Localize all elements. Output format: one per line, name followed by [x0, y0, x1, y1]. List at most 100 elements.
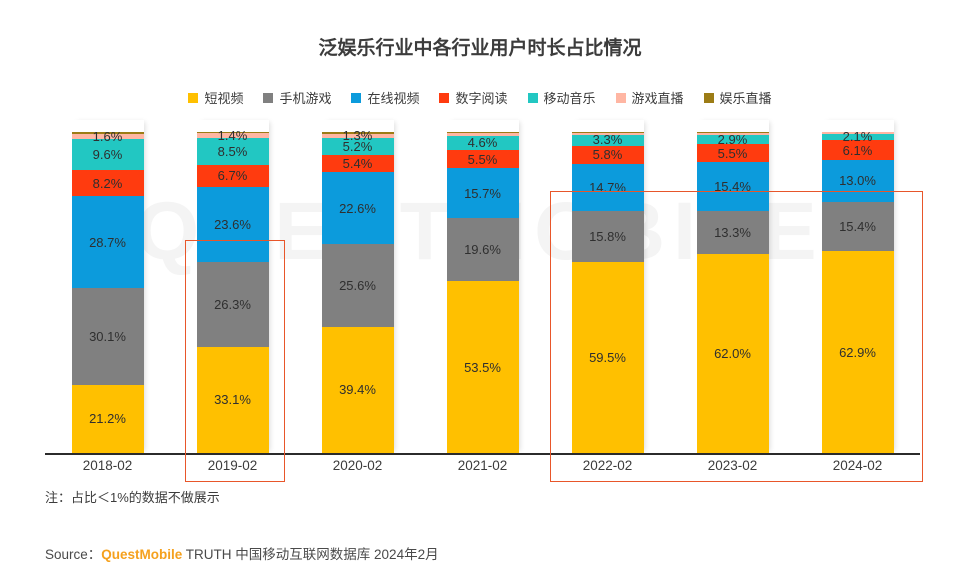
x-axis-label-2022-02: 2022-02 [582, 458, 633, 473]
bar-segment[interactable] [446, 133, 519, 136]
legend-item-1[interactable]: 手机游戏 [263, 88, 331, 107]
bar-segment[interactable]: 25.6% [321, 244, 394, 327]
bar-segment-label: 1.4% [217, 127, 248, 143]
bar-segment-label: 15.7% [464, 185, 501, 201]
legend-item-label: 移动音乐 [543, 91, 596, 106]
bar-segment-label: 39.4% [339, 382, 376, 398]
bar-segment[interactable]: 9.6% [71, 139, 144, 170]
bar-segment[interactable]: 2.9% [696, 131, 769, 147]
bar-segment-label: 21.2% [89, 411, 126, 427]
bar-segment[interactable] [71, 132, 144, 134]
legend-item-6[interactable]: 娱乐直播 [703, 88, 772, 107]
bar-segment[interactable] [571, 132, 644, 135]
bar-segment-label: 4.6% [467, 134, 498, 150]
bar-segment-label: 8.5% [217, 143, 248, 159]
bar-segment[interactable]: 13.3% [696, 211, 769, 254]
bar-segment[interactable]: 13.0% [821, 159, 894, 202]
bar-segment[interactable]: 21.2% [71, 384, 144, 453]
bar-segment[interactable] [571, 132, 644, 133]
source-brand: QuestMobile [101, 547, 183, 562]
x-axis-labels: 2018-02 2019-02 2020-02 2021-02 2022-02 2023-… [45, 458, 920, 473]
page-title: 泛娱乐行业中各行业用户时长占比情况 [318, 38, 642, 59]
legend-item-label: 短视频 [204, 91, 244, 106]
bar-segment[interactable]: 2.1% [821, 130, 894, 143]
legend-swatch-icon [439, 92, 450, 103]
bar-segment[interactable]: 15.4% [821, 201, 894, 252]
bar-segment-label: 8.2% [92, 175, 123, 191]
x-axis-label-2019-02: 2019-02 [207, 458, 258, 473]
bar-segment-label: 62.0% [714, 345, 751, 361]
legend-item-2[interactable]: 在线视频 [351, 88, 419, 107]
bar-segment[interactable]: 62.9% [821, 251, 894, 453]
bar-segment-label: 9.6% [92, 147, 123, 162]
bar-segment[interactable]: 5.2% [321, 137, 394, 155]
bar-segment[interactable]: 5.5% [446, 150, 519, 168]
bar-segment-label: 33.1% [214, 392, 251, 408]
bar-segment[interactable]: 28.7% [71, 196, 144, 289]
bar-segment-label: 30.1% [89, 329, 126, 345]
stacked-bar[interactable]: 1.4% 8.5% 6.7% 23.6% 26.3% 33.1% [196, 120, 269, 453]
bar-segment[interactable]: 15.7% [446, 167, 519, 219]
bar-segment[interactable]: 6.7% [196, 165, 269, 187]
bar-segment[interactable] [696, 133, 769, 135]
stacked-bar[interactable]: 4.6% 5.5% 15.7% 19.6% 53.5% [446, 120, 519, 453]
legend-swatch-icon [527, 92, 538, 103]
source-prefix: Source： [45, 547, 102, 562]
legend-item-4[interactable]: 移动音乐 [527, 88, 596, 107]
bar-segment[interactable]: 26.3% [196, 262, 269, 347]
bar-segment[interactable]: 8.5% [196, 137, 269, 166]
bar-segment-label: 15.8% [589, 229, 626, 245]
x-axis-line [45, 453, 920, 455]
bar-segment-label: 13.0% [839, 173, 876, 189]
bar-segment[interactable]: 6.1% [821, 140, 894, 160]
bar-segment[interactable]: 33.1% [196, 346, 269, 453]
bar-segment[interactable]: 1.4% [196, 129, 269, 142]
bar-segment[interactable]: 8.2% [71, 169, 144, 197]
legend-item-label: 游戏直播 [631, 91, 684, 106]
legend-item-label: 在线视频 [367, 91, 420, 106]
bar-segment[interactable]: 53.5% [446, 281, 519, 453]
bar-segment[interactable] [321, 132, 394, 134]
legend-item-3[interactable]: 数字阅读 [439, 88, 508, 107]
bar-segment[interactable]: 5.5% [696, 144, 769, 162]
bar-segment-label: 3.3% [592, 132, 623, 148]
legend-swatch-icon [615, 92, 626, 103]
bar-segment[interactable]: 62.0% [696, 253, 769, 453]
bar-slot-2020-02: 1.3% 5.2% 5.4% 22.6% 25.6% 39.4% [295, 120, 420, 453]
legend-item-0[interactable]: 短视频 [188, 88, 243, 107]
bar-segment[interactable] [196, 132, 269, 134]
bar-segment[interactable] [821, 132, 894, 134]
bar-segment[interactable]: 15.4% [696, 161, 769, 212]
bar-segment[interactable]: 19.6% [446, 218, 519, 282]
stacked-bar[interactable]: 1.3% 5.2% 5.4% 22.6% 25.6% 39.4% [321, 120, 394, 453]
stacked-bar[interactable]: 2.1% 6.1% 13.0% 15.4% 62.9% [821, 120, 894, 453]
bar-slot-2021-02: 4.6% 5.5% 15.7% 19.6% 53.5% [420, 120, 545, 453]
stacked-bar[interactable]: 3.3% 5.8% 14.7% 15.8% 59.5% [571, 120, 644, 453]
bar-segment[interactable] [696, 132, 769, 134]
bar-slot-2018-02: 1.6% 9.6% 8.2% 28.7% 30.1% 21.2% [45, 120, 170, 453]
x-axis-label-2021-02: 2021-02 [457, 458, 508, 473]
bar-segment[interactable]: 1.6% [71, 130, 144, 143]
bar-segment[interactable]: 3.3% [571, 132, 644, 148]
bar-segment[interactable]: 15.8% [571, 211, 644, 263]
bar-segment-label: 2.9% [717, 131, 748, 147]
bar-segment[interactable]: 59.5% [571, 262, 644, 453]
bar-segment-label: 5.5% [467, 151, 498, 167]
bar-segment[interactable]: 30.1% [71, 288, 144, 385]
bar-segment[interactable]: 14.7% [571, 164, 644, 212]
bar-segment[interactable]: 5.4% [321, 154, 394, 172]
bar-segment-label: 22.6% [339, 200, 376, 216]
bar-segment-label: 19.6% [464, 242, 501, 258]
bar-segment[interactable]: 4.6% [446, 134, 519, 151]
bar-segment[interactable]: 39.4% [321, 326, 394, 453]
bar-segment[interactable]: 5.8% [571, 145, 644, 165]
legend-item-5[interactable]: 游戏直播 [615, 88, 684, 107]
stacked-bar[interactable]: 1.6% 9.6% 8.2% 28.7% 30.1% 21.2% [71, 120, 144, 453]
bar-segment[interactable]: 23.6% [196, 186, 269, 263]
bar-segment-label: 2.1% [842, 129, 873, 145]
stacked-bar[interactable]: 2.9% 5.5% 15.4% 13.3% 62.0% [696, 120, 769, 453]
bar-segment[interactable]: 22.6% [321, 171, 394, 245]
bar-segment-label: 59.5% [589, 350, 626, 365]
bar-segment[interactable] [446, 132, 519, 133]
bar-segment[interactable]: 1.3% [321, 129, 394, 142]
